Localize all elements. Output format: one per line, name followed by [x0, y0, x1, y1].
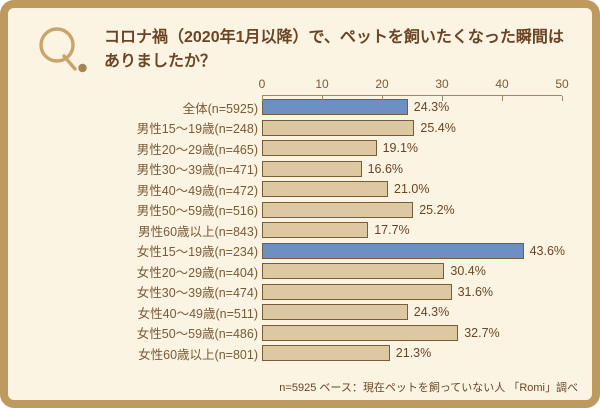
value-label: 21.3% [395, 346, 432, 361]
category-label: 女性60歳以上(n=801) [138, 347, 258, 362]
value-label: 16.6% [367, 161, 404, 176]
axis-tick-mark [262, 96, 263, 101]
page-title: コロナ禍（2020年1月以降）で、ペットを飼いたくなった瞬間は ありましたか？ [104, 24, 564, 74]
category-label: 女性15～19歳(n=234) [136, 245, 258, 260]
bar [262, 345, 390, 362]
chart-row: 全体(n=5925) 24.3% [8, 97, 592, 118]
category-label: 女性50～59歳(n=486) [136, 327, 258, 342]
value-label: 43.6% [529, 243, 566, 258]
value-label: 24.3% [413, 100, 450, 115]
category-label: 女性20～29歳(n=404) [136, 265, 258, 280]
axis-tick-mark [502, 96, 503, 101]
bar [262, 242, 524, 259]
bar [262, 201, 414, 218]
category-label: 女性30～39歳(n=474) [136, 286, 258, 301]
category-label: 全体(n=5925) [182, 101, 258, 116]
question-header: コロナ禍（2020年1月以降）で、ペットを飼いたくなった瞬間は ありましたか？ [36, 24, 564, 76]
value-label: 21.0% [394, 182, 430, 197]
page-title-line1: コロナ禍（2020年1月以降）で、ペットを飼いたくなった瞬間は [104, 29, 564, 46]
bar [262, 263, 445, 280]
chart-row: 男性20～29歳(n=465) 19.1% [8, 138, 592, 159]
axis-tick-mark [322, 96, 323, 101]
value-label: 30.4% [450, 264, 486, 279]
chart-row: 女性40～49歳(n=511) 24.3% [8, 302, 592, 323]
x-axis: 0 10 20 30 40 50 [258, 74, 569, 101]
category-label: 男性50～59歳(n=516) [136, 204, 258, 219]
axis-tick-label: 40 [495, 77, 509, 91]
chart-row: 男性30～39歳(n=471) 16.6% [8, 159, 592, 180]
value-label: 19.1% [382, 141, 419, 156]
chart-rows: 全体(n=5925) 24.3% 男性15～19歳(n=248) 25.4% 男性20～… [8, 97, 592, 364]
bar-chart: 0 10 20 30 40 50 全体(n=5925) 24.3% 男性15～19歳(n=24… [8, 74, 592, 364]
chart-row: 男性40～49歳(n=472) 21.0% [8, 179, 592, 200]
value-label: 32.7% [464, 325, 500, 340]
bar [262, 160, 362, 177]
chart-row: 女性60歳以上(n=801) 21.3% [8, 343, 592, 364]
chart-row: 女性50～59歳(n=486) 32.7% [8, 323, 592, 344]
category-label: 男性60歳以上(n=843) [138, 224, 258, 239]
bar [262, 324, 459, 341]
source-note: n=5925 ベース：現在ペットを飼っていない人 「Romi」調べ [279, 382, 578, 394]
page-title-line2: ありましたか？ [104, 53, 217, 70]
bar [262, 99, 408, 116]
axis-tick-label: 30 [435, 77, 449, 91]
category-label: 女性40～49歳(n=511) [137, 306, 258, 321]
bar [262, 140, 377, 157]
category-label: 男性30～39歳(n=471) [136, 163, 258, 178]
chart-row: 女性30～39歳(n=474) 31.6% [8, 282, 592, 303]
bar [262, 283, 452, 300]
axis-tick-label: 50 [555, 77, 569, 91]
value-label: 31.6% [457, 284, 494, 299]
category-label: 男性40～49歳(n=472) [136, 183, 258, 198]
x-axis-line [262, 95, 562, 96]
chart-row: 女性15～19歳(n=234) 43.6% [8, 241, 592, 262]
bar [262, 181, 388, 198]
axis-tick-mark [562, 96, 563, 101]
category-label: 男性15～19歳(n=248) [136, 122, 258, 137]
axis-tick-label: 0 [258, 77, 266, 91]
axis-tick-label: 20 [375, 77, 389, 91]
value-label: 24.3% [413, 305, 450, 320]
category-label: 男性20～29歳(n=465) [136, 142, 258, 157]
bar [262, 222, 369, 239]
bar [262, 119, 415, 136]
value-label: 25.4% [420, 120, 456, 135]
axis-tick-mark [442, 96, 443, 101]
chart-row: 男性60歳以上(n=843) 17.7% [8, 220, 592, 241]
chart-row: 女性20～29歳(n=404) 30.4% [8, 261, 592, 282]
chart-row: 男性15～19歳(n=248) 25.4% [8, 118, 592, 139]
q-mark-icon [39, 27, 87, 73]
bar [262, 304, 408, 321]
value-label: 17.7% [374, 223, 410, 238]
value-label: 25.2% [419, 202, 455, 217]
chart-row: 男性50～59歳(n=516) 25.2% [8, 200, 592, 221]
axis-tick-label: 10 [315, 77, 329, 91]
axis-tick-mark [382, 96, 383, 101]
